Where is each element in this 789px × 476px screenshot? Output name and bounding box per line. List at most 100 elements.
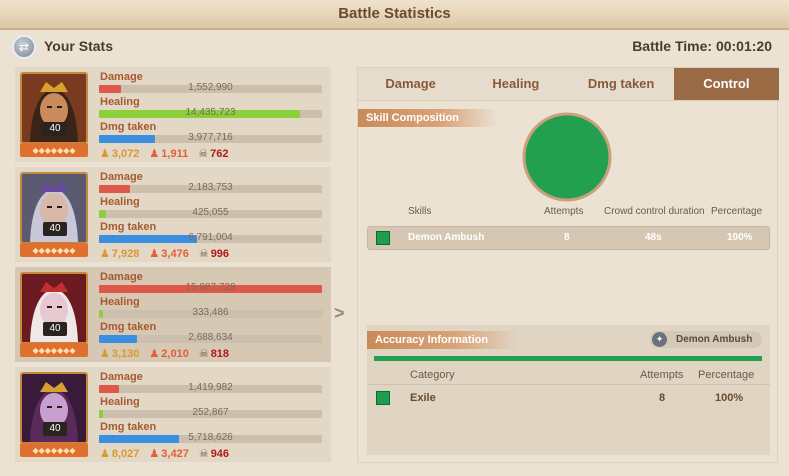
hero-card[interactable]: 40 ◆◆◆◆◆◆◆ Damage 1,419,982 Healing 252,… (15, 367, 331, 462)
dmg-taken-label: Dmg taken (100, 121, 157, 133)
dmg-taken-label: Dmg taken (100, 421, 157, 433)
stat-2-value: 1,911 (161, 147, 189, 160)
dmg-taken-bar-fill (99, 335, 137, 343)
damage-bar-fill (99, 385, 120, 393)
skill-name: Demon Ambush (408, 232, 485, 243)
unit-icon: ♟ (149, 148, 160, 160)
stat-2: ♟ 2,010 (149, 347, 188, 361)
dmg-taken-bar (99, 135, 322, 143)
dmg-taken-value: 6,791,004 (188, 232, 233, 243)
stat-2-value: 3,427 (161, 447, 189, 460)
header-duration: Crowd control duration (604, 206, 705, 217)
damage-value: 1,552,990 (188, 82, 233, 93)
damage-label: Damage (100, 271, 143, 283)
stat-3: ☠ 818 (199, 347, 229, 361)
unit-icon: ♟ (149, 448, 160, 460)
hero-stars: ◆◆◆◆◆◆◆ (20, 343, 88, 357)
dmg-taken-label: Dmg taken (100, 321, 157, 333)
dmg-taken-bar-fill (99, 235, 198, 243)
hero-level: 40 (43, 422, 67, 436)
skill-row[interactable]: Demon Ambush 8 48s 100% (367, 226, 770, 250)
healing-value: 14,435,723 (185, 107, 236, 118)
accuracy-header: Category Attempts Percentage (367, 369, 770, 385)
category-attempts: 8 (659, 392, 666, 404)
header-percentage: Percentage (711, 206, 763, 217)
hero-summary: ♟ 3,072 ♟ 1,911 ☠ 762 (100, 147, 238, 161)
header-skills: Skills (408, 206, 432, 217)
accuracy-bar (374, 356, 762, 361)
healing-bar-fill (99, 110, 300, 118)
category-percentage: 100% (715, 392, 744, 404)
stat-3-value: 946 (210, 447, 230, 460)
hero-level: 40 (43, 122, 67, 136)
skill-percentage: 100% (727, 232, 753, 243)
healing-bar (99, 410, 322, 418)
damage-bar-fill (99, 285, 322, 293)
damage-label: Damage (100, 371, 143, 383)
damage-bar (99, 285, 322, 293)
stat-3-value: 996 (210, 247, 230, 260)
stat-2-value: 3,476 (161, 247, 189, 260)
damage-value: 2,183,753 (188, 182, 233, 193)
damage-bar (99, 185, 322, 193)
hero-card[interactable]: 40 ◆◆◆◆◆◆◆ Damage 1,552,990 Healing 14,4… (15, 67, 331, 162)
hero-stars: ◆◆◆◆◆◆◆ (20, 443, 88, 457)
window-title: Battle Statistics (0, 0, 789, 30)
stats-swap-icon[interactable]: ⇄ (12, 35, 36, 59)
header-percentage: Percentage (698, 369, 755, 381)
damage-label: Damage (100, 71, 143, 83)
stat-2: ♟ 3,427 (149, 447, 189, 461)
dmg-taken-value: 2,688,634 (188, 332, 233, 343)
hero-level: 40 (43, 322, 67, 336)
accuracy-skill-name: Demon Ambush (676, 334, 753, 345)
stat-1-value: 8,027 (111, 447, 140, 460)
skill-pie-chart (522, 112, 612, 202)
accuracy-skill-tag[interactable]: ✦ Demon Ambush (650, 331, 762, 348)
dmg-taken-bar-fill (99, 135, 155, 143)
skill-attempts: 8 (564, 232, 570, 243)
skill-duration: 48s (645, 232, 662, 243)
category-color-swatch (376, 391, 390, 405)
header-row: ⇄ Your Stats Battle Time: 00:01:20 (12, 35, 777, 59)
healing-value: 333,486 (192, 307, 229, 318)
hero-stars: ◆◆◆◆◆◆◆ (20, 243, 88, 257)
stat-3: ☠ 996 (199, 247, 230, 261)
stat-1-value: 3,072 (111, 147, 140, 160)
dmg-taken-bar (99, 335, 322, 343)
skull-icon: ☠ (198, 148, 209, 160)
stat-3: ☠ 762 (198, 147, 228, 161)
skill-composition-title: Skill Composition (358, 109, 498, 127)
dmg-taken-bar (99, 235, 322, 243)
damage-bar (99, 85, 322, 93)
healing-label: Healing (100, 96, 140, 108)
healing-label: Healing (100, 396, 140, 408)
tab-healing[interactable]: Healing (492, 76, 540, 91)
dmg-taken-bar-fill (99, 435, 180, 443)
hero-card[interactable]: 40 ◆◆◆◆◆◆◆ Damage 2,183,753 Healing 425,… (15, 167, 331, 262)
tab-control[interactable]: Control (673, 68, 779, 100)
tab-dmg-taken[interactable]: Dmg taken (587, 76, 655, 91)
healing-bar (99, 310, 322, 318)
skill-icon: ✦ (652, 332, 667, 347)
healing-value: 252,867 (192, 407, 229, 418)
stat-2: ♟ 1,911 (149, 147, 189, 161)
healing-value: 425,055 (192, 207, 229, 218)
hero-level: 40 (43, 222, 67, 236)
category-name: Exile (410, 392, 436, 404)
skill-color-swatch (376, 231, 390, 245)
unit-icon: ♟ (100, 248, 110, 260)
stat-tabs: Damage Healing Dmg taken Control (358, 68, 779, 101)
damage-bar-fill (99, 85, 122, 93)
healing-bar-fill (99, 210, 106, 218)
pie-slice-demon-ambush (522, 112, 612, 202)
tab-damage[interactable]: Damage (385, 76, 436, 91)
skills-header: Skills Attempts Crowd control duration P… (358, 206, 779, 222)
stat-1: ♟ 3,130 (100, 347, 140, 361)
hero-card[interactable]: 40 ◆◆◆◆◆◆◆ Damage 15,987,728 Healing 333… (15, 267, 331, 362)
accuracy-box: Accuracy Information ✦ Demon Ambush Cate… (367, 325, 770, 455)
stat-1-value: 3,130 (111, 347, 140, 360)
hero-summary: ♟ 8,027 ♟ 3,427 ☠ 946 (100, 447, 239, 461)
healing-bar-fill (99, 410, 104, 418)
healing-label: Healing (100, 296, 140, 308)
header-attempts: Attempts (640, 369, 684, 381)
